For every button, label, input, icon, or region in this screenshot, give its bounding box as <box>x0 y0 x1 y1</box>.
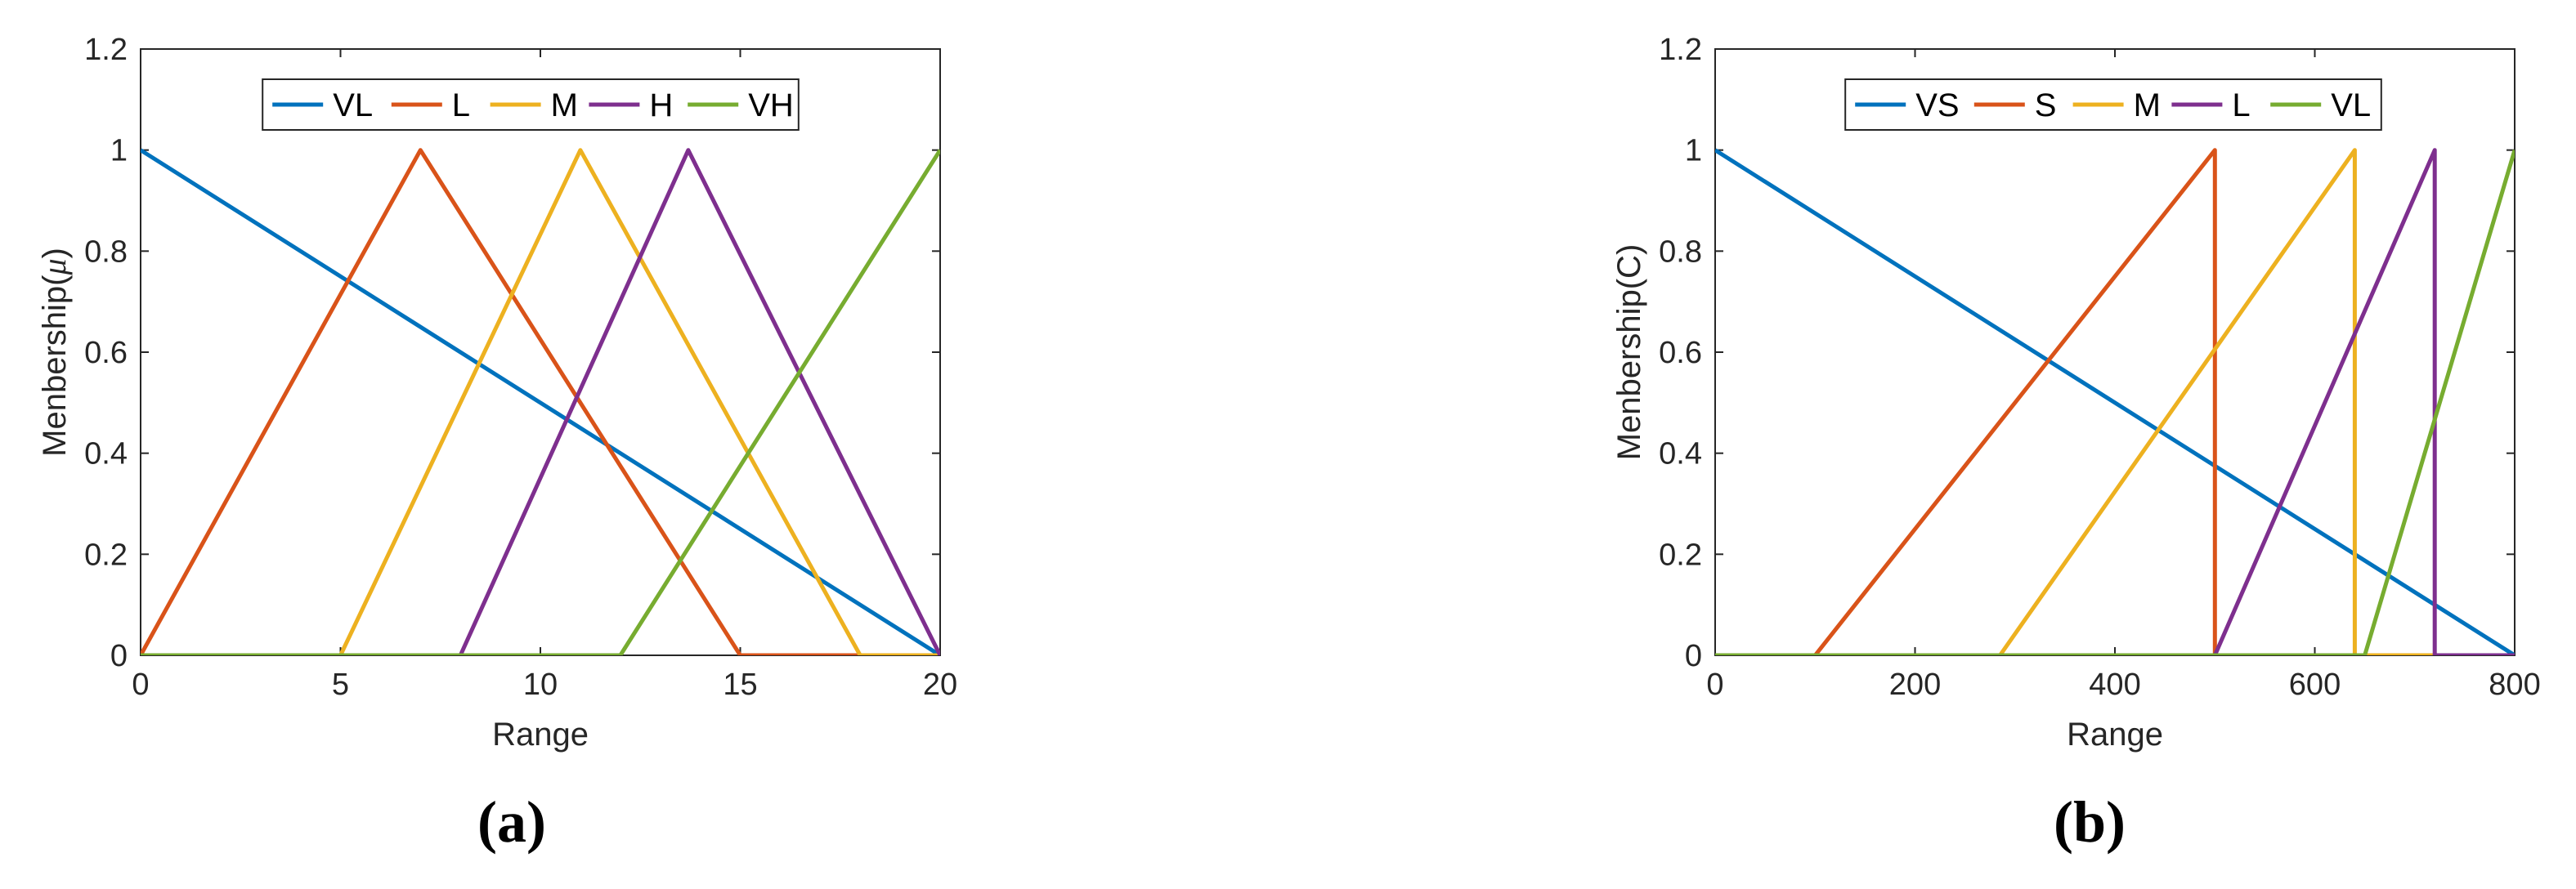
series-line-vh <box>141 149 940 655</box>
y-tick-label: 0.6 <box>1659 336 1702 370</box>
legend-label: VL <box>2331 87 2371 123</box>
x-axis-label: Range <box>492 717 589 753</box>
x-tick-label: 400 <box>2089 668 2140 702</box>
y-tick-label: 0.4 <box>84 437 128 471</box>
y-tick-label: 0.8 <box>84 235 128 269</box>
y-tick-label: 0 <box>1685 639 1702 673</box>
series-line-l <box>141 148 940 655</box>
series-line-m <box>141 148 940 655</box>
y-axis-label-close: ) <box>37 248 73 258</box>
x-tick-label: 20 <box>923 668 957 702</box>
series-line-s <box>1715 148 2515 655</box>
series-line-vl <box>1715 149 2515 655</box>
series-line-m <box>1715 148 2515 655</box>
y-tick-label: 0 <box>110 639 128 673</box>
legend-label: M <box>2134 87 2161 123</box>
y-tick-label: 0.4 <box>1659 437 1702 471</box>
y-axis-label: Menbership(μ) <box>36 248 73 457</box>
legend-label: VH <box>748 87 794 123</box>
x-tick-label: 5 <box>332 668 349 702</box>
panel-a: 0 5 10 15 20 0 0.2 0.4 0.6 0.8 1 1.2 Range Menbership… <box>36 33 957 855</box>
y-tick-label: 1.2 <box>1659 33 1702 67</box>
legend-label: H <box>649 87 673 123</box>
y-tick-label: 0.6 <box>84 336 128 370</box>
legend-label: VL <box>333 87 373 123</box>
y-axis-label: Menbership(C) <box>1611 244 1647 461</box>
y-tick-label: 1.2 <box>84 33 128 67</box>
legend-label: L <box>2232 87 2250 123</box>
series-line-h <box>141 148 940 655</box>
legend: VS S M L VL <box>1844 78 2382 131</box>
y-axis-label-text: Menbership( <box>37 275 73 457</box>
y-axis-label-text: Menbership(C) <box>1611 244 1647 461</box>
plot-area <box>1714 48 2516 656</box>
x-tick-label: 200 <box>1889 668 1941 702</box>
x-axis-label: Range <box>2067 717 2163 753</box>
series-line-vl <box>141 148 940 655</box>
panel-caption: (a) <box>477 789 546 855</box>
legend-label: M <box>551 87 578 123</box>
legend: VL L M H VH <box>262 78 800 131</box>
x-tick-label: 10 <box>523 668 558 702</box>
y-tick-label: 0.2 <box>1659 538 1702 572</box>
y-tick-label: 1 <box>1685 134 1702 168</box>
series-line-l <box>1715 148 2515 655</box>
panel-caption: (b) <box>2054 789 2126 855</box>
y-tick-label: 0.8 <box>1659 235 1702 269</box>
y-tick-label: 1 <box>110 134 128 168</box>
panel-b: 0 200 400 600 800 0 0.2 0.4 0.6 0.8 1 1.2 Range Menbe… <box>1611 33 2541 855</box>
y-axis-label-symbol: μ <box>36 258 73 275</box>
x-tick-label: 800 <box>2489 668 2540 702</box>
plot-area <box>140 48 941 656</box>
legend-label: S <box>2035 87 2057 123</box>
x-tick-label: 0 <box>1706 668 1723 702</box>
legend-label: VS <box>1915 87 1959 123</box>
x-tick-label: 15 <box>723 668 757 702</box>
x-tick-label: 0 <box>132 668 149 702</box>
y-tick-label: 0.2 <box>84 538 128 572</box>
x-tick-label: 600 <box>2289 668 2341 702</box>
legend-label: L <box>452 87 470 123</box>
series-line-vs <box>1715 148 2515 655</box>
